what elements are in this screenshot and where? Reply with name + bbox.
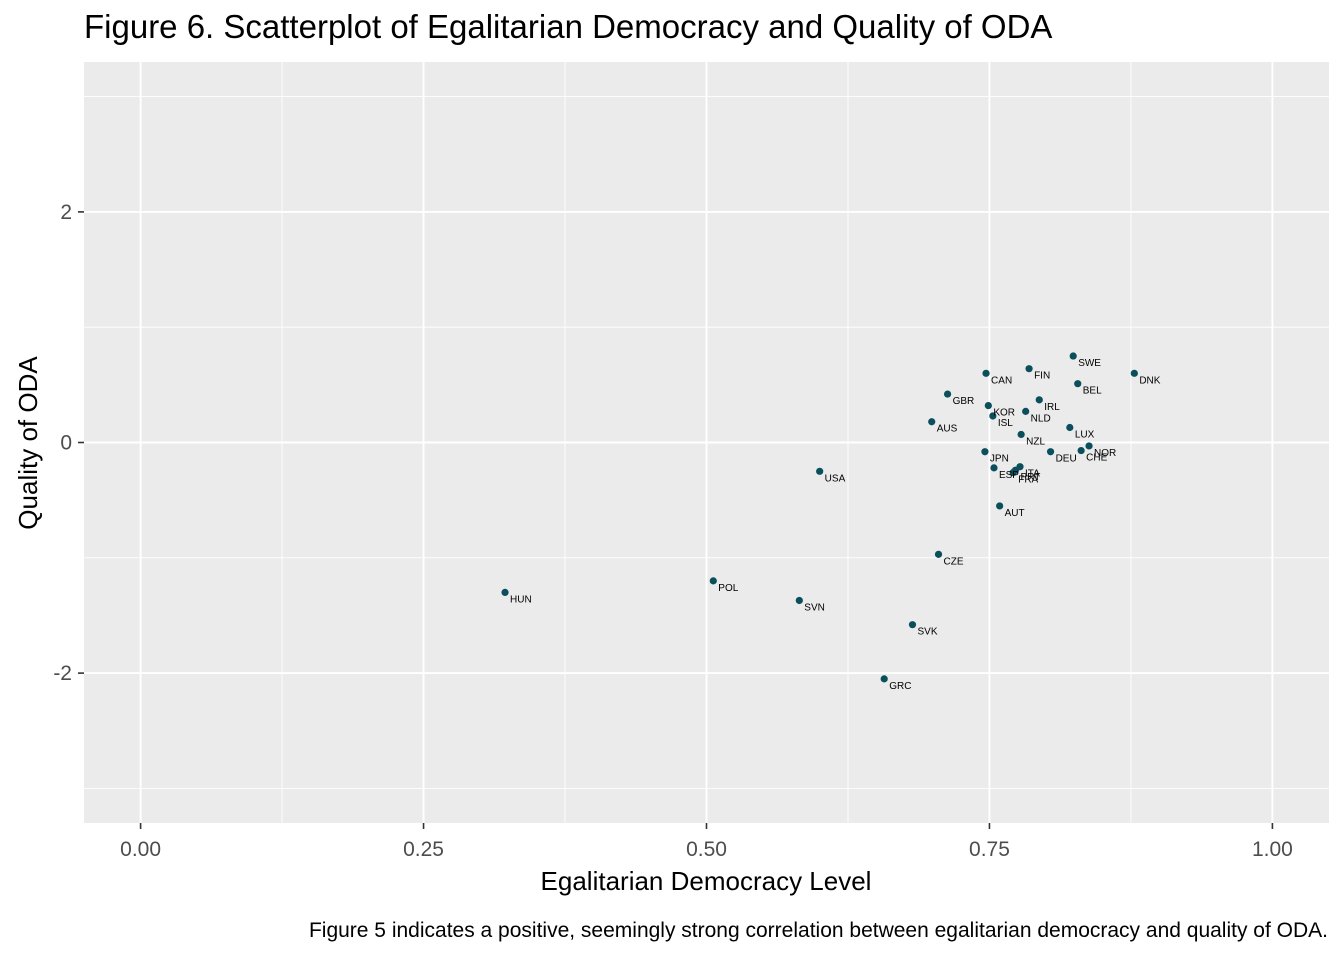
- x-axis: 0.00 0.25 0.50 0.75 1.00: [120, 823, 1293, 861]
- x-tick-label: 0.75: [969, 838, 1010, 861]
- point-label-cze: CZE: [944, 556, 964, 567]
- data-point-che: [1077, 446, 1085, 455]
- point-label-jpn: JPN: [990, 454, 1009, 465]
- data-point-cze: [934, 550, 943, 558]
- data-point-deu: [1046, 448, 1055, 456]
- y-axis-label: Quality of ODA: [13, 356, 43, 530]
- data-point-pol: [709, 577, 717, 585]
- data-point-nor: [1085, 442, 1093, 450]
- data-points: [501, 352, 1138, 683]
- data-point-svn: [795, 596, 803, 605]
- figure-caption: Figure 5 indicates a positive, seemingly…: [308, 919, 1328, 942]
- point-label-lux: LUX: [1075, 430, 1095, 441]
- point-label-svn: SVN: [804, 602, 825, 613]
- point-label-bel: BEL: [1083, 386, 1102, 397]
- x-tick-label: 1.00: [1252, 838, 1293, 861]
- point-label-svk: SVK: [917, 627, 937, 638]
- point-label-fin: FIN: [1034, 371, 1050, 382]
- y-tick-label: -2: [53, 662, 72, 685]
- point-label-ita: ITA: [1025, 469, 1040, 480]
- data-point-lux: [1066, 423, 1074, 432]
- data-point-esp: [990, 464, 998, 472]
- point-label-isl: ISL: [998, 418, 1013, 429]
- y-tick-label: 0: [60, 432, 72, 455]
- x-tick-label: 0.25: [403, 838, 444, 861]
- data-point-jpn: [981, 448, 989, 456]
- data-point-aut: [996, 502, 1004, 510]
- x-tick-label: 0.00: [120, 838, 161, 861]
- y-axis: -2 0 2: [53, 201, 84, 685]
- point-label-can: CAN: [991, 375, 1012, 386]
- data-point-svk: [908, 621, 917, 629]
- major-gridlines: [84, 62, 1329, 823]
- data-point-nld: [1022, 407, 1030, 415]
- data-point-usa: [816, 467, 824, 475]
- point-label-aut: AUT: [1005, 508, 1025, 519]
- point-label-aus: AUS: [937, 424, 958, 435]
- point-label-gbr: GBR: [953, 396, 975, 407]
- point-label-hun: HUN: [510, 594, 532, 605]
- point-label-kor: KOR: [993, 408, 1015, 419]
- y-tick-label: 2: [60, 201, 72, 224]
- data-point-aus: [928, 418, 936, 426]
- x-axis-label: Egalitarian Democracy Level: [541, 866, 872, 896]
- chart-title: Figure 6. Scatterplot of Egalitarian Dem…: [84, 8, 1053, 45]
- data-point-hun: [501, 588, 509, 596]
- point-label-nor: NOR: [1094, 448, 1116, 459]
- point-label-fra: FRA: [1018, 474, 1038, 485]
- data-point-irl: [1035, 396, 1043, 404]
- point-label-grc: GRC: [889, 681, 911, 692]
- point-label-pol: POL: [718, 583, 738, 594]
- point-label-dnk: DNK: [1139, 375, 1160, 386]
- point-label-nld: NLD: [1031, 413, 1051, 424]
- point-label-deu: DEU: [1056, 454, 1077, 465]
- data-point-fin: [1025, 365, 1033, 373]
- data-point-ita: [1016, 463, 1024, 471]
- data-point-kor: [984, 402, 992, 410]
- data-point-bel: [1074, 380, 1082, 388]
- data-point-grc: [880, 675, 888, 683]
- x-tick-label: 0.50: [686, 838, 727, 861]
- data-point-gbr: [943, 390, 952, 398]
- point-label-irl: IRL: [1044, 402, 1060, 413]
- point-label-prt: PRT: [1020, 472, 1040, 483]
- point-label-usa: USA: [825, 473, 846, 484]
- point-label-nzl: NZL: [1026, 436, 1045, 447]
- data-point-can: [982, 369, 990, 377]
- data-point-isl: [989, 412, 997, 420]
- data-point-swe: [1069, 352, 1077, 360]
- data-point-nzl: [1017, 430, 1025, 439]
- point-label-che: CHE: [1086, 453, 1107, 464]
- point-label-esp: ESP: [999, 470, 1019, 481]
- point-label-swe: SWE: [1078, 358, 1101, 369]
- data-point-dnk: [1130, 369, 1138, 377]
